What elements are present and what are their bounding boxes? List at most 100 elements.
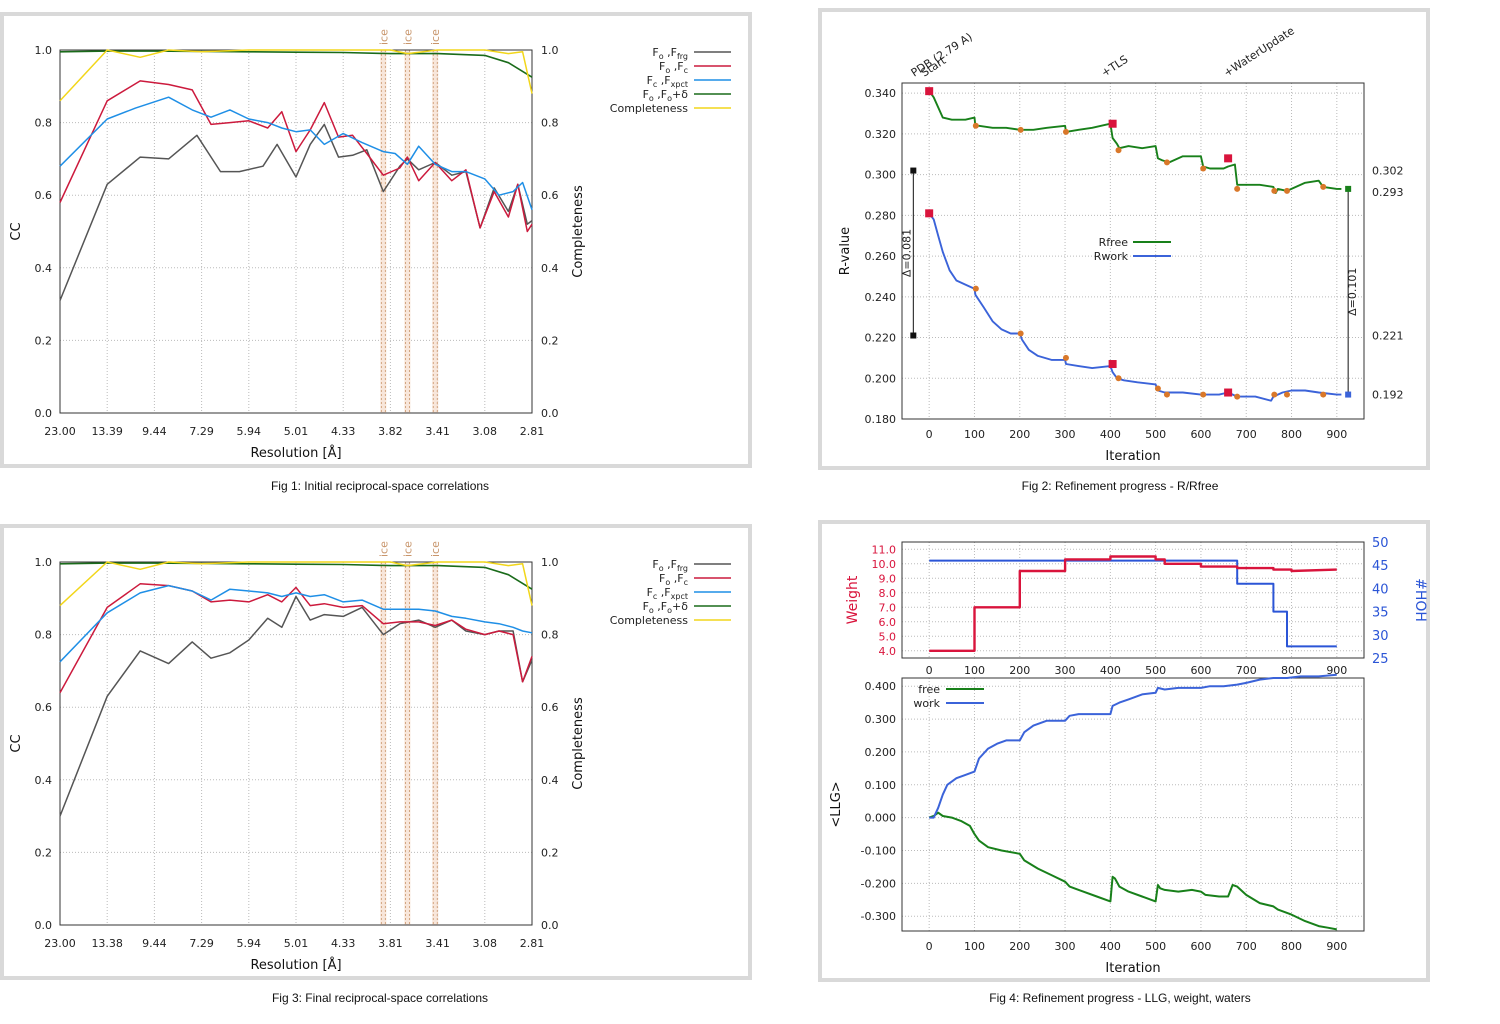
fig4-xtick-label: 200 <box>1009 940 1030 953</box>
fig3-xtick-label: 3.41 <box>425 937 450 950</box>
fig4-top-xtick-label: 700 <box>1236 664 1257 677</box>
fig4-weight-tick-label: 11.0 <box>872 543 897 556</box>
fig3-xtick-label: 13.38 <box>91 937 123 950</box>
fig1-panel: 0.0 0.0 0.2 0.2 0.4 0.4 0.6 0.6 0.8 0.8 1.0 1.0 23.0… <box>0 12 752 468</box>
fig2-marker-red <box>1224 154 1232 162</box>
fig2-xlabel: Iteration <box>1105 449 1160 464</box>
fig1-ytick-label: 0.8 <box>35 117 53 130</box>
fig2-xtick-label: 900 <box>1326 428 1347 441</box>
fig4-xtick-label: 500 <box>1145 940 1166 953</box>
fig4-top-xtick-label: 500 <box>1145 664 1166 677</box>
fig3-xtick-label: 3.81 <box>378 937 403 950</box>
fig1-ytick-label: 0.2 <box>35 334 53 347</box>
fig1-xtick-label: 9.44 <box>142 425 167 438</box>
fig3-y2tick-label: 1.0 <box>541 556 559 569</box>
fig2-left-delta-label: Δ=0.081 <box>900 229 913 277</box>
fig2-ylabel: R-value <box>838 227 853 275</box>
fig4-weight-tick-label: 7.0 <box>879 601 897 614</box>
fig1-xtick-label: 13.39 <box>91 425 123 438</box>
fig3-y2tick-label: 0.0 <box>541 919 559 932</box>
fig2-right-delta-label: Δ=0.101 <box>1346 268 1359 316</box>
fig1-xtick-label: 23.00 <box>44 425 76 438</box>
fig2-marker-orange <box>1320 184 1326 190</box>
fig4-weight-tick-label: 5.0 <box>879 630 897 643</box>
fig1-chart: 0.0 0.0 0.2 0.2 0.4 0.4 0.6 0.6 0.8 0.8 1.0 1.0 23.0… <box>0 12 752 468</box>
fig4-hoh-tick-label: 50 <box>1372 536 1389 551</box>
fig4-llg-label: <LLG> <box>829 781 844 827</box>
fig1-ytick-label: 0.0 <box>35 407 53 420</box>
fig3-xtick-label: 5.94 <box>237 937 262 950</box>
fig4-xtick-label: 0 <box>926 940 933 953</box>
fig4-llg-tick-label: 0.300 <box>865 713 897 726</box>
fig3-ice-label: ice <box>377 541 390 557</box>
fig3-ytick-label: 0.2 <box>35 846 53 859</box>
fig3-y2tick-label: 0.4 <box>541 774 559 787</box>
fig2-ytick-label: 0.300 <box>865 169 897 182</box>
fig3-y2label: Completeness <box>571 697 586 790</box>
fig2-legend-label: Rfree <box>1099 236 1129 249</box>
fig2-marker-orange <box>1063 355 1069 361</box>
fig2-marker-orange <box>1155 385 1161 391</box>
fig4-hoh-tick-label: 30 <box>1372 629 1389 644</box>
fig3-ylabel: CC <box>9 734 24 752</box>
fig1-xtick-label: 5.94 <box>237 425 262 438</box>
fig1-frame <box>2 14 751 467</box>
fig2-marker-orange <box>973 286 979 292</box>
fig1-ice-label: ice <box>401 29 414 45</box>
fig4-weight-tick-label: 6.0 <box>879 616 897 629</box>
fig3-ice-label: ice <box>401 541 414 557</box>
fig2-marker-orange <box>1271 392 1277 398</box>
fig4-legend-label: free <box>918 683 940 696</box>
fig2-marker-red <box>925 209 933 217</box>
fig2-ytick-label: 0.240 <box>865 291 897 304</box>
fig2-ytick-label: 0.340 <box>865 87 897 100</box>
fig2-marker-orange <box>1320 392 1326 398</box>
fig2-xtick-label: 400 <box>1100 428 1121 441</box>
fig2-right-value-label: 0.192 <box>1372 389 1404 402</box>
fig3-ytick-label: 0.8 <box>35 629 53 642</box>
fig2-marker-red <box>1224 389 1232 397</box>
fig1-y2tick-label: 1.0 <box>541 44 559 57</box>
fig2-ytick-label: 0.180 <box>865 413 897 426</box>
fig2-marker-red <box>1109 360 1117 368</box>
fig1-ylabel: CC <box>9 222 24 240</box>
fig2-ytick-label: 0.320 <box>865 128 897 141</box>
fig1-y2label: Completeness <box>571 185 586 278</box>
fig1-legend-label: Completeness <box>610 102 688 115</box>
fig2-chart: 0.180 0.200 0.220 0.240 0.260 0.280 0.300 0.320… <box>818 8 1430 470</box>
fig3-xlabel: Resolution [Å] <box>250 957 341 973</box>
fig1-xtick-label: 3.08 <box>473 425 498 438</box>
fig3-panel: 0.0 0.0 0.2 0.2 0.4 0.4 0.6 0.6 0.8 0.8 1.0 1.0 23.0… <box>0 524 752 980</box>
fig2-ytick-label: 0.280 <box>865 209 897 222</box>
fig3-xtick-label: 3.08 <box>473 937 498 950</box>
fig2-xtick-label: 100 <box>964 428 985 441</box>
fig2-xtick-label: 0 <box>926 428 933 441</box>
fig4-top-xtick-label: 800 <box>1281 664 1302 677</box>
fig3-caption: Fig 3: Final reciprocal-space correlatio… <box>0 991 760 1005</box>
fig2-marker-orange <box>1063 129 1069 135</box>
fig4-top-xtick-label: 400 <box>1100 664 1121 677</box>
fig3-y2tick-label: 0.6 <box>541 701 559 714</box>
fig4-xlabel: Iteration <box>1105 961 1160 976</box>
fig2-marker-red <box>1109 120 1117 128</box>
fig2-marker-orange <box>1018 127 1024 133</box>
fig4-hoh-tick-label: 25 <box>1372 652 1389 667</box>
fig2-marker-orange <box>1164 392 1170 398</box>
fig1-y2tick-label: 0.2 <box>541 334 559 347</box>
fig2-ytick-label: 0.200 <box>865 372 897 385</box>
fig4-xtick-label: 800 <box>1281 940 1302 953</box>
fig2-marker-orange <box>1018 330 1024 336</box>
fig4-llg-tick-label: 0.400 <box>865 680 897 693</box>
fig2-right-delta-bottom <box>1345 392 1351 398</box>
fig3-xtick-label: 5.01 <box>284 937 309 950</box>
fig1-ytick-label: 0.4 <box>35 262 53 275</box>
fig4-hoh-label: #HOH <box>1412 578 1428 622</box>
fig2-marker-orange <box>1116 375 1122 381</box>
fig2-ytick-label: 0.260 <box>865 250 897 263</box>
fig4-weight-tick-label: 10.0 <box>872 558 897 571</box>
fig2-xtick-label: 800 <box>1281 428 1302 441</box>
fig1-y2tick-label: 0.4 <box>541 262 559 275</box>
fig3-chart: 0.0 0.0 0.2 0.2 0.4 0.4 0.6 0.6 0.8 0.8 1.0 1.0 23.0… <box>0 524 752 980</box>
fig4-legend-label: work <box>913 697 940 710</box>
